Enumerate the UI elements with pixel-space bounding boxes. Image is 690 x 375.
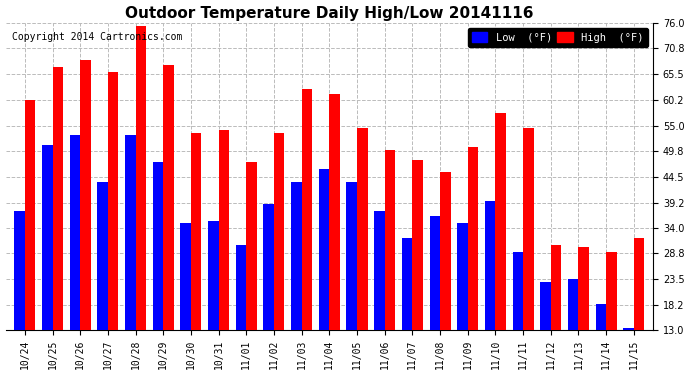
Bar — [413, 160, 423, 330]
Bar — [374, 211, 384, 330]
Bar — [319, 170, 329, 330]
Bar — [181, 223, 191, 330]
Bar — [429, 216, 440, 330]
Bar — [551, 245, 561, 330]
Bar — [208, 220, 219, 330]
Bar — [606, 252, 617, 330]
Bar — [495, 113, 506, 330]
Bar — [633, 238, 644, 330]
Bar — [125, 135, 136, 330]
Bar — [274, 133, 284, 330]
Bar — [402, 238, 413, 330]
Bar — [136, 26, 146, 330]
Legend: Low  (°F), High  (°F): Low (°F), High (°F) — [468, 28, 648, 47]
Bar — [357, 128, 368, 330]
Bar — [191, 133, 201, 330]
Title: Outdoor Temperature Daily High/Low 20141116: Outdoor Temperature Daily High/Low 20141… — [125, 6, 533, 21]
Bar — [25, 100, 35, 330]
Bar — [568, 279, 578, 330]
Bar — [264, 204, 274, 330]
Bar — [540, 282, 551, 330]
Bar — [302, 89, 312, 330]
Bar — [440, 172, 451, 330]
Bar — [485, 201, 495, 330]
Bar — [523, 128, 533, 330]
Bar — [457, 223, 468, 330]
Bar — [623, 328, 633, 330]
Text: Copyright 2014 Cartronics.com: Copyright 2014 Cartronics.com — [12, 32, 182, 42]
Bar — [97, 182, 108, 330]
Bar — [152, 162, 164, 330]
Bar — [108, 72, 119, 330]
Bar — [291, 182, 302, 330]
Bar — [246, 162, 257, 330]
Bar — [70, 135, 80, 330]
Bar — [346, 182, 357, 330]
Bar — [80, 60, 91, 330]
Bar — [329, 94, 340, 330]
Bar — [578, 248, 589, 330]
Bar — [52, 67, 63, 330]
Bar — [219, 130, 229, 330]
Bar — [14, 211, 25, 330]
Bar — [468, 147, 478, 330]
Bar — [236, 245, 246, 330]
Bar — [595, 303, 606, 330]
Bar — [384, 150, 395, 330]
Bar — [164, 64, 174, 330]
Bar — [513, 252, 523, 330]
Bar — [42, 145, 52, 330]
